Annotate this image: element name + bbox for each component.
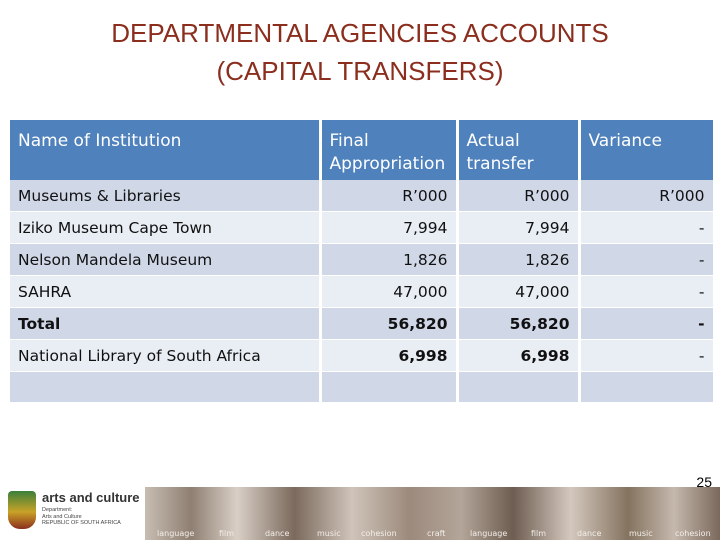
table-header-row: Name of Institution Final Appropriation …	[10, 120, 716, 180]
variance-cell: -	[579, 275, 716, 308]
footer-tile-label: language	[470, 529, 508, 538]
table-row: SAHRA 47,000 47,000 -	[10, 275, 716, 308]
final-appropriation-cell: 47,000	[320, 275, 459, 308]
final-appropriation-cell: 7,994	[320, 211, 459, 244]
footer-tile-label: dance	[265, 529, 290, 538]
institution-cell	[10, 371, 322, 403]
actual-transfer-cell: 6,998	[457, 339, 581, 372]
footer-tile-label: dance	[577, 529, 602, 538]
brand-name: arts and culture	[42, 490, 140, 505]
department-logo: arts and culture Department: Arts and Cu…	[0, 487, 145, 540]
actual-transfer-cell	[457, 371, 581, 403]
page-number: 25	[696, 474, 712, 490]
table-row: Nelson Mandela Museum 1,826 1,826 -	[10, 243, 716, 276]
institution-cell: National Library of South Africa	[10, 339, 322, 372]
footer-image-strip: language film dance music cohesion craft…	[145, 487, 720, 540]
footer-tile-label: cohesion	[675, 529, 711, 538]
institution-cell: Nelson Mandela Museum	[10, 243, 322, 276]
variance-cell: -	[579, 307, 716, 340]
variance-cell: R’000	[579, 180, 716, 212]
table-row: Iziko Museum Cape Town 7,994 7,994 -	[10, 211, 716, 244]
institution-cell: Museums & Libraries	[10, 180, 322, 212]
table-row: Museums & Libraries R’000 R’000 R’000	[10, 180, 716, 212]
actual-transfer-cell: 47,000	[457, 275, 581, 308]
title-line-1: DEPARTMENTAL AGENCIES ACCOUNTS	[111, 18, 609, 48]
title-line-2: (CAPITAL TRANSFERS)	[216, 56, 504, 86]
footer-tile-label: music	[629, 529, 653, 538]
header-variance: Variance	[579, 120, 716, 180]
footer-tile-label: music	[317, 529, 341, 538]
actual-transfer-cell: 1,826	[457, 243, 581, 276]
table-row-empty	[10, 371, 716, 403]
institution-cell: Iziko Museum Cape Town	[10, 211, 322, 244]
footer-tile-label: language	[157, 529, 195, 538]
header-institution: Name of Institution	[10, 120, 322, 180]
actual-transfer-cell: 7,994	[457, 211, 581, 244]
footer-tile-label: film	[219, 529, 235, 538]
actual-transfer-cell: R’000	[457, 180, 581, 212]
footer-tile-label: craft	[427, 529, 446, 538]
final-appropriation-cell: R’000	[320, 180, 459, 212]
footer-tile-label: film	[531, 529, 547, 538]
table-row-total: Total 56,820 56,820 -	[10, 307, 716, 340]
variance-cell: -	[579, 243, 716, 276]
final-appropriation-cell: 56,820	[320, 307, 459, 340]
variance-cell	[579, 371, 716, 403]
header-final-appropriation: Final Appropriation	[320, 120, 459, 180]
final-appropriation-cell	[320, 371, 459, 403]
capital-transfers-table: Name of Institution Final Appropriation …	[10, 120, 716, 403]
final-appropriation-cell: 6,998	[320, 339, 459, 372]
variance-cell: -	[579, 211, 716, 244]
institution-cell: SAHRA	[10, 275, 322, 308]
footer-tile-label: cohesion	[361, 529, 397, 538]
slide-title: DEPARTMENTAL AGENCIES ACCOUNTS (CAPITAL …	[0, 14, 720, 90]
institution-cell: Total	[10, 307, 322, 340]
variance-cell: -	[579, 339, 716, 372]
footer-banner: arts and culture Department: Arts and Cu…	[0, 487, 720, 540]
coat-of-arms-icon	[8, 491, 36, 529]
table-row: National Library of South Africa 6,998 6…	[10, 339, 716, 372]
final-appropriation-cell: 1,826	[320, 243, 459, 276]
actual-transfer-cell: 56,820	[457, 307, 581, 340]
department-text: Department: Arts and Culture REPUBLIC OF…	[42, 507, 121, 526]
header-actual-transfer: Actual transfer	[457, 120, 581, 180]
